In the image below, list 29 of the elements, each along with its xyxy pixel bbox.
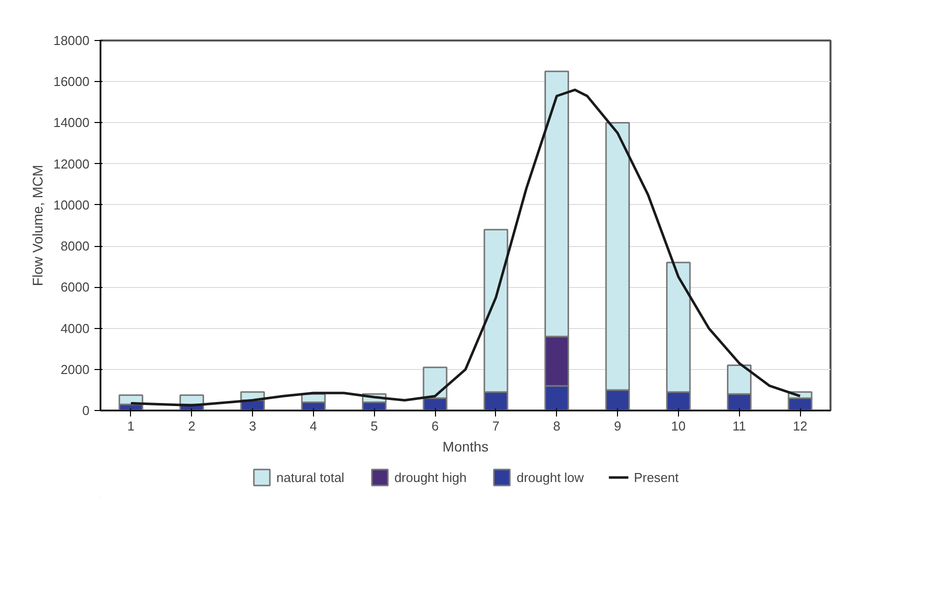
x-tick-label: 6 bbox=[431, 418, 439, 434]
legend-label: drought high bbox=[394, 470, 467, 484]
x-axis-title: Months bbox=[442, 438, 488, 454]
x-tick-label: 11 bbox=[732, 418, 746, 434]
x-tick-label: 10 bbox=[671, 418, 686, 434]
x-tick-label: 1 bbox=[127, 418, 135, 434]
y-tick-label: 16000 bbox=[53, 74, 90, 90]
y-tick-label: 0 bbox=[82, 403, 90, 418]
y-tick-label: 10000 bbox=[53, 197, 90, 212]
x-tick-label: 9 bbox=[614, 418, 622, 434]
y-tick-label: 2000 bbox=[60, 362, 90, 377]
x-tick-label: 8 bbox=[553, 418, 560, 434]
y-axis-title: Flow Volume, MCM bbox=[29, 164, 46, 286]
x-tick-label: 7 bbox=[492, 418, 500, 434]
x-tick-label: 2 bbox=[188, 418, 196, 434]
line-series bbox=[130, 88, 802, 407]
legend-label: drought low bbox=[516, 470, 584, 484]
y-tick-label: 18000 bbox=[53, 33, 90, 48]
y-tick-label: 14000 bbox=[53, 115, 90, 130]
x-tick-label: 3 bbox=[248, 418, 256, 434]
x-tick-label: 12 bbox=[792, 418, 808, 434]
y-tick-label: 12000 bbox=[53, 156, 90, 172]
y-tick-label: 4000 bbox=[60, 320, 90, 336]
legend-label: Present bbox=[634, 470, 679, 484]
y-tick-label: 8000 bbox=[60, 238, 90, 254]
x-tick-label: 4 bbox=[310, 418, 318, 434]
legend-label: natural total bbox=[276, 470, 344, 484]
y-tick-label: 6000 bbox=[60, 280, 90, 295]
x-tick-label: 5 bbox=[370, 418, 378, 434]
